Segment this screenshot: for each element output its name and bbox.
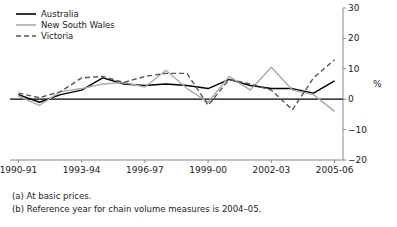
legend-label: Australia <box>41 9 79 19</box>
legend-label: Victoria <box>41 31 73 41</box>
x-tick-label: 1999-00 <box>189 165 227 175</box>
series-line <box>18 78 334 102</box>
legend-label: New South Wales <box>41 20 115 30</box>
legend-swatch <box>16 24 36 26</box>
x-tick <box>144 160 145 163</box>
footnote: (b) Reference year for chain volume meas… <box>12 204 261 214</box>
x-tick-label: 2005-06 <box>316 165 354 175</box>
legend: AustraliaNew South WalesVictoria <box>16 9 115 41</box>
y-tick-label: 30 <box>348 3 360 13</box>
footnote: (a) At basic prices. <box>12 191 91 201</box>
y-tick <box>343 99 346 100</box>
x-tick-label: 1996-97 <box>126 165 164 175</box>
y-tick-label: −20 <box>348 155 367 165</box>
y-tick-label: 10 <box>348 64 360 74</box>
y-tick <box>343 8 346 9</box>
y-tick <box>343 160 346 161</box>
y-axis-label: % <box>373 79 382 89</box>
y-tick-label: −10 <box>348 125 367 135</box>
x-tick-label: 1993-94 <box>63 165 101 175</box>
legend-swatch <box>16 13 36 15</box>
y-axis-line <box>343 8 344 160</box>
x-tick-label: 2002-03 <box>253 165 291 175</box>
y-tick <box>343 129 346 130</box>
legend-swatch <box>16 35 36 37</box>
y-tick <box>343 38 346 39</box>
x-axis-line <box>10 160 343 161</box>
x-tick <box>81 160 82 163</box>
x-tick <box>334 160 335 163</box>
x-tick <box>18 160 19 163</box>
plot-lines <box>18 60 334 112</box>
chart: −20 −10 0 10 20 30% 1990-91 1993-94 1996-97 1999-… <box>0 0 397 227</box>
y-tick-label: 20 <box>348 33 360 43</box>
y-tick <box>343 68 346 69</box>
x-tick <box>208 160 209 163</box>
zero-line <box>10 99 343 100</box>
y-tick-label: 0 <box>348 94 354 104</box>
x-tick <box>271 160 272 163</box>
x-tick-label: 1990-91 <box>0 165 37 175</box>
series-line <box>18 60 334 110</box>
